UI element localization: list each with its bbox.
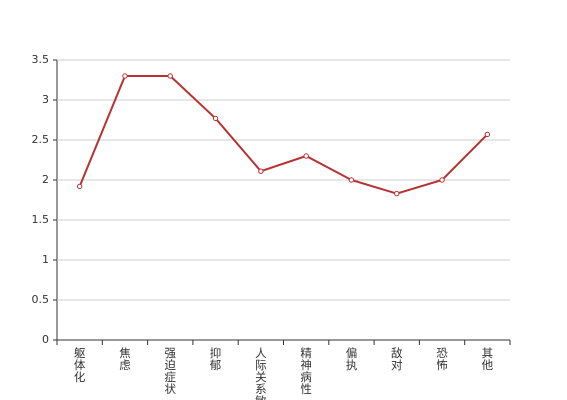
point bbox=[484, 131, 491, 138]
y-tick-label: 0 bbox=[42, 333, 49, 346]
y-tick-label: 2.5 bbox=[32, 133, 50, 146]
x-tick-label: 焦虑 bbox=[118, 347, 132, 371]
x-tick-label: 偏执 bbox=[344, 346, 358, 371]
y-tick-label: 1 bbox=[42, 253, 49, 266]
y-tick-label: 2 bbox=[42, 173, 49, 186]
point bbox=[212, 115, 219, 122]
y-tick-label: 3.5 bbox=[32, 53, 50, 66]
x-tick-label: 其他 bbox=[480, 347, 494, 371]
point bbox=[303, 153, 309, 159]
point bbox=[76, 183, 83, 190]
series-line bbox=[78, 75, 489, 195]
x-tick-label: 躯体化 bbox=[73, 347, 87, 383]
point bbox=[167, 73, 173, 79]
point bbox=[258, 168, 264, 174]
y-tick-label: 1.5 bbox=[32, 213, 50, 226]
point bbox=[439, 177, 445, 183]
x-tick-label: 强迫症状 bbox=[163, 347, 177, 395]
x-tick-label: 恐怖 bbox=[435, 347, 449, 371]
x-tick-label: 抑郁 bbox=[209, 346, 223, 371]
x-tick-label: 人际关系敏感 bbox=[254, 347, 268, 400]
x-tick-label: 敌对 bbox=[390, 346, 404, 371]
y-tick-label: 0.5 bbox=[32, 293, 50, 306]
point bbox=[348, 177, 355, 183]
x-tick-label: 精神病性 bbox=[299, 347, 313, 395]
point bbox=[394, 190, 400, 197]
y-tick-label: 3 bbox=[42, 93, 49, 106]
point bbox=[122, 73, 128, 79]
